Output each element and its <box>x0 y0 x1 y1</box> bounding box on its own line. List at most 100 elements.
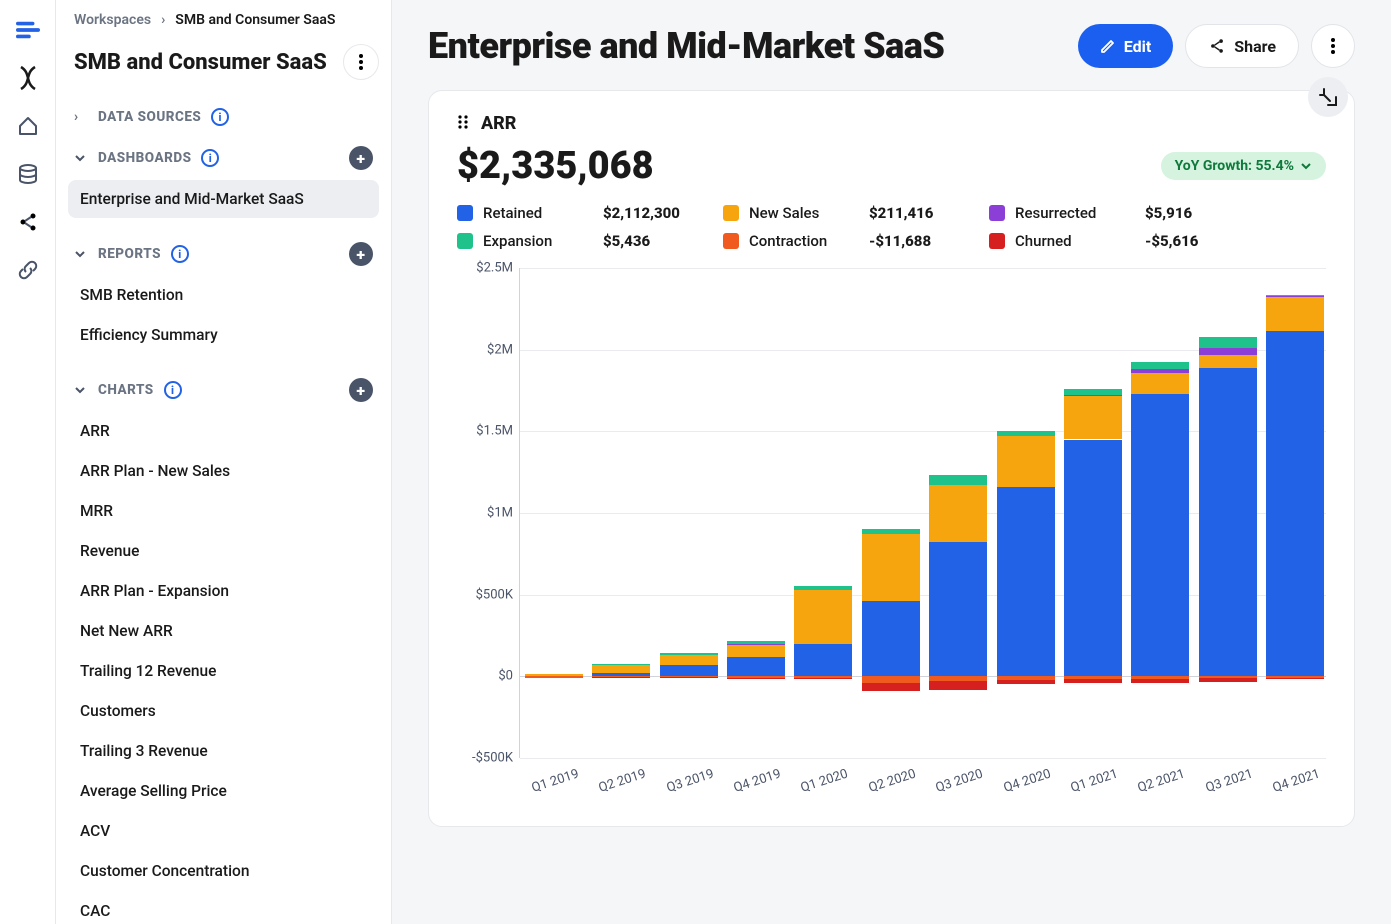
y-tick-label: $1.5M <box>476 424 513 439</box>
page-more-button[interactable] <box>1311 24 1355 68</box>
bar-group[interactable] <box>997 268 1055 758</box>
legend-swatch <box>457 233 473 249</box>
sidebar: Workspaces › SMB and Consumer SaaS SMB a… <box>56 0 392 924</box>
x-tick-label: Q4 2019 <box>732 766 783 795</box>
bar-segment-expansion <box>997 431 1055 436</box>
main-content: Enterprise and Mid-Market SaaS Edit Shar… <box>392 0 1391 924</box>
nav-item[interactable]: Efficiency Summary <box>68 316 379 354</box>
bar-group[interactable] <box>862 268 920 758</box>
legend-value: -$5,616 <box>1145 232 1245 250</box>
section-label: DATA SOURCES <box>98 109 201 125</box>
bar-group[interactable] <box>794 268 852 758</box>
bar-group[interactable] <box>1266 268 1324 758</box>
app-logo-icon[interactable] <box>16 18 40 42</box>
card-more-button[interactable] <box>1308 77 1348 117</box>
workspace-more-button[interactable] <box>343 44 379 80</box>
dna-icon[interactable] <box>16 66 40 90</box>
nav-item[interactable]: Trailing 3 Revenue <box>68 732 379 770</box>
legend-swatch <box>457 205 473 221</box>
bar-segment-new_sales <box>929 485 987 542</box>
chevron-right-icon: › <box>161 12 165 28</box>
info-icon[interactable]: i <box>171 245 189 263</box>
bar-segment-retained <box>929 542 987 676</box>
bar-group[interactable] <box>1064 268 1122 758</box>
edit-label: Edit <box>1124 37 1152 56</box>
bar-segment-new_sales <box>997 436 1055 487</box>
nav-item[interactable]: Customer Concentration <box>68 852 379 890</box>
add-chart-button[interactable]: + <box>349 378 373 402</box>
growth-badge[interactable]: YoY Growth: 55.4% <box>1161 152 1326 180</box>
legend-label: Retained <box>483 204 593 222</box>
arr-chart: -$500K$0$500K$1M$1.5M$2M$2.5M Q1 2019Q2 … <box>457 268 1326 808</box>
bar-group[interactable] <box>1199 268 1257 758</box>
nav-item[interactable]: Enterprise and Mid-Market SaaS <box>68 180 379 218</box>
bar-segment-retained <box>1266 331 1324 676</box>
nav-item[interactable]: Customers <box>68 692 379 730</box>
add-report-button[interactable]: + <box>349 242 373 266</box>
bar-segment-contraction <box>525 676 583 677</box>
page-title: Enterprise and Mid-Market SaaS <box>428 25 1066 67</box>
link-icon[interactable] <box>16 258 40 282</box>
section-data-sources[interactable]: › DATA SOURCES i <box>68 98 379 136</box>
nav-item[interactable]: ARR <box>68 412 379 450</box>
bar-segment-new_sales <box>660 655 718 665</box>
bar-segment-expansion <box>660 653 718 655</box>
growth-label: YoY Growth: 55.4% <box>1175 158 1294 174</box>
bar-group[interactable] <box>592 268 650 758</box>
section-dashboards[interactable]: DASHBOARDS i + <box>68 136 379 180</box>
nav-item[interactable]: Revenue <box>68 532 379 570</box>
database-icon[interactable] <box>16 162 40 186</box>
bar-group[interactable] <box>525 268 583 758</box>
bar-segment-expansion <box>1199 337 1257 348</box>
bar-segment-resurrected <box>1199 348 1257 355</box>
section-charts[interactable]: CHARTS i + <box>68 368 379 412</box>
bar-segment-churned <box>929 681 987 690</box>
chevron-down-icon <box>1300 160 1312 172</box>
x-tick-label: Q4 2020 <box>1001 766 1052 795</box>
y-tick-label: $2M <box>487 342 513 357</box>
bar-group[interactable] <box>929 268 987 758</box>
nav-item[interactable]: ARR Plan - Expansion <box>68 572 379 610</box>
bar-segment-churned <box>660 677 718 678</box>
drag-handle-icon[interactable] <box>457 114 469 134</box>
bar-segment-resurrected <box>727 644 785 645</box>
nav-item[interactable]: MRR <box>68 492 379 530</box>
edit-button[interactable]: Edit <box>1078 24 1174 68</box>
arr-card: ARR $2,335,068 YoY Growth: 55.4% Retaine… <box>428 90 1355 827</box>
nav-item[interactable]: Average Selling Price <box>68 772 379 810</box>
nav-item[interactable]: SMB Retention <box>68 276 379 314</box>
nav-item[interactable]: Net New ARR <box>68 612 379 650</box>
breadcrumb-root[interactable]: Workspaces <box>74 12 151 28</box>
nav-item[interactable]: Trailing 12 Revenue <box>68 652 379 690</box>
nav-item[interactable]: ACV <box>68 812 379 850</box>
card-title: ARR <box>481 113 516 134</box>
bar-group[interactable] <box>727 268 785 758</box>
info-icon[interactable]: i <box>201 149 219 167</box>
pencil-icon <box>1100 38 1116 54</box>
info-icon[interactable]: i <box>164 381 182 399</box>
nav-item[interactable]: ARR Plan - New Sales <box>68 452 379 490</box>
legend-value: $5,916 <box>1145 204 1245 222</box>
add-dashboard-button[interactable]: + <box>349 146 373 170</box>
section-reports[interactable]: REPORTS i + <box>68 232 379 276</box>
bar-segment-retained <box>997 487 1055 676</box>
nav-item[interactable]: CAC <box>68 892 379 924</box>
x-tick-label: Q3 2019 <box>664 766 715 795</box>
bar-group[interactable] <box>660 268 718 758</box>
section-label: DASHBOARDS <box>98 150 191 166</box>
info-icon[interactable]: i <box>211 108 229 126</box>
bar-segment-retained <box>862 601 920 676</box>
bar-segment-retained <box>660 665 718 676</box>
bar-segment-expansion <box>929 475 987 485</box>
bar-segment-expansion <box>1064 389 1122 395</box>
breadcrumb: Workspaces › SMB and Consumer SaaS <box>68 8 379 38</box>
bar-group[interactable] <box>1131 268 1189 758</box>
legend: Retained$2,112,300New Sales$211,416Resur… <box>457 204 1326 250</box>
share-icon <box>1208 37 1226 55</box>
home-icon[interactable] <box>16 114 40 138</box>
share-icon[interactable] <box>16 210 40 234</box>
bar-segment-churned <box>997 680 1055 685</box>
share-button[interactable]: Share <box>1185 24 1299 68</box>
bar-segment-churned <box>1064 679 1122 683</box>
legend-swatch <box>723 233 739 249</box>
